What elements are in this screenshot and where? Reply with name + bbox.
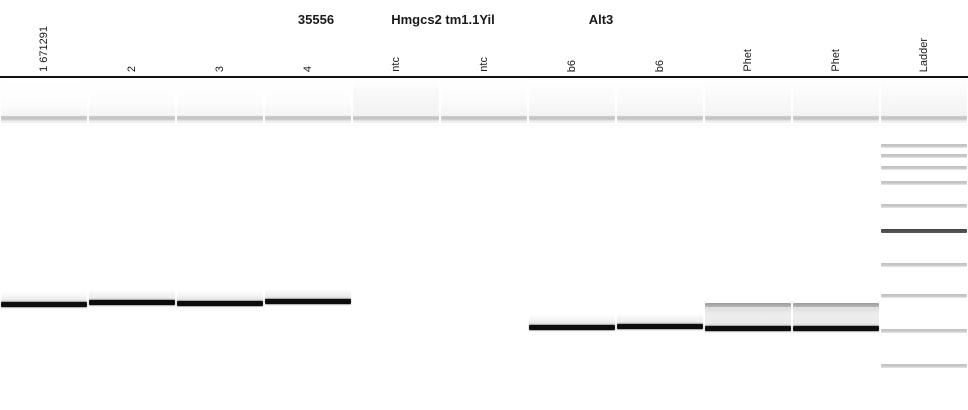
well-band (265, 116, 351, 121)
well-band (793, 116, 879, 121)
lane-label-wrap: 2 (88, 0, 176, 72)
well-band (617, 116, 703, 121)
gel-lane: 4 (264, 0, 352, 410)
well-region (89, 78, 175, 123)
assay-name-label: Hmgcs2 tm1.1Yil (391, 12, 495, 27)
gel-top-border (0, 76, 968, 78)
dna-band (177, 291, 263, 306)
lane-label: ntc (389, 57, 402, 72)
band-smear (705, 307, 791, 326)
dna-band (617, 314, 703, 329)
well-band (353, 116, 439, 121)
lane-label: b6 (565, 59, 578, 72)
dna-band (89, 290, 175, 305)
lane-label: 1 671291 (37, 26, 50, 72)
dna-band (881, 229, 967, 233)
lane-label-wrap: Phet (704, 0, 792, 72)
lane-label-wrap: Phet (792, 0, 880, 72)
dna-band (881, 294, 967, 298)
lane-label-wrap: Ladder (880, 0, 968, 72)
gel-lane: ntc (440, 0, 528, 410)
lane-label: Phet (829, 49, 842, 72)
well-region (529, 78, 615, 123)
well-region (793, 78, 879, 123)
gel-lane: Phet (704, 0, 792, 410)
well-band (881, 116, 967, 121)
dna-band (881, 263, 967, 267)
dna-band (265, 289, 351, 304)
gel-lane: 2 (88, 0, 176, 410)
lane-label: 2 (125, 65, 138, 72)
lane-label-wrap: 1 671291 (0, 0, 88, 72)
dna-band (881, 144, 967, 148)
lane-label: Ladder (917, 37, 930, 72)
lane-label: 4 (301, 65, 314, 72)
dna-band (881, 364, 967, 368)
gel-lane: b6 (616, 0, 704, 410)
dna-band (793, 303, 879, 307)
dna-band (881, 204, 967, 208)
lane-label: b6 (653, 59, 666, 72)
gel-lane: b6 (528, 0, 616, 410)
lane-label-wrap: b6 (616, 0, 704, 72)
lane-label-wrap: 3 (176, 0, 264, 72)
gel-lane: Ladder (880, 0, 968, 410)
dna-band (881, 329, 967, 333)
well-band (529, 116, 615, 121)
well-region (881, 78, 967, 123)
dna-band (1, 292, 87, 307)
well-region (265, 78, 351, 123)
well-region (705, 78, 791, 123)
dna-band (881, 166, 967, 170)
dna-band (881, 154, 967, 158)
well-region (353, 78, 439, 123)
lane-label-wrap: ntc (352, 0, 440, 72)
well-band (89, 116, 175, 121)
assay-variant-label: Alt3 (588, 12, 614, 27)
dna-band (793, 316, 879, 331)
gel-lane: ntc (352, 0, 440, 410)
gel-lane: 1 671291 (0, 0, 88, 410)
well-band (705, 116, 791, 121)
gel-lane: Phet (792, 0, 880, 410)
well-region (177, 78, 263, 123)
well-band (441, 116, 527, 121)
dna-band (705, 316, 791, 331)
lane-label-wrap: 4 (264, 0, 352, 72)
well-band (1, 116, 87, 121)
dna-band (881, 181, 967, 185)
lane-label: ntc (477, 57, 490, 72)
lane-label-wrap: ntc (440, 0, 528, 72)
dna-band (705, 303, 791, 307)
lane-label-wrap: b6 (528, 0, 616, 72)
well-band (177, 116, 263, 121)
well-region (441, 78, 527, 123)
band-smear (793, 307, 879, 326)
well-region (617, 78, 703, 123)
lane-label: Phet (741, 49, 754, 72)
assay-id-label: 35556 (297, 12, 335, 27)
well-region (1, 78, 87, 123)
lane-label: 3 (213, 65, 226, 72)
gel-lane: 3 (176, 0, 264, 410)
dna-band (529, 315, 615, 330)
